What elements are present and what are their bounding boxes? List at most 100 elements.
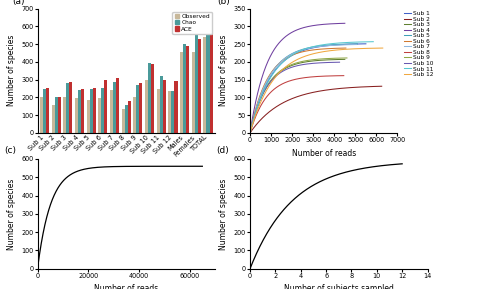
Bar — [122, 109, 124, 133]
Sub 7 — [247, 131, 253, 135]
Bar — [58, 97, 60, 133]
Sub 1 — [320, 45, 326, 48]
Sub 5 — [354, 42, 360, 46]
Line: Sub 2: Sub 2 — [250, 86, 382, 133]
Line: Sub 1: Sub 1 — [250, 44, 366, 133]
Sub 8 — [284, 80, 290, 84]
Bar — [168, 91, 172, 133]
Sub 1 — [285, 56, 291, 60]
Legend: Sub 1, Sub 2, Sub 3, Sub 4, Sub 5, Sub 6, Sub 7, Sub 8, Sub 9, Sub 10, Sub 11, S: Sub 1, Sub 2, Sub 3, Sub 4, Sub 5, Sub 6… — [404, 10, 434, 78]
Sub 6 — [258, 90, 264, 93]
Bar — [160, 76, 163, 133]
Bar — [92, 88, 96, 133]
Bar — [78, 90, 81, 133]
Bar — [151, 64, 154, 133]
Sub 8 — [341, 74, 347, 77]
Sub 11 — [370, 40, 376, 43]
Line: Sub 9: Sub 9 — [250, 58, 347, 133]
Sub 8 — [306, 75, 312, 79]
Sub 2 — [330, 88, 336, 91]
Sub 2 — [263, 113, 269, 116]
Sub 8 — [315, 75, 321, 78]
Line: Sub 3: Sub 3 — [250, 59, 345, 133]
Bar — [110, 90, 113, 133]
Line: Sub 10: Sub 10 — [250, 62, 340, 133]
Bar — [102, 88, 104, 133]
Bar — [195, 34, 198, 133]
Bar — [52, 105, 54, 133]
X-axis label: Number of reads: Number of reads — [292, 149, 356, 158]
Bar — [81, 90, 84, 133]
Bar — [145, 80, 148, 133]
Line: Sub 7: Sub 7 — [250, 45, 356, 133]
Sub 12 — [380, 46, 386, 50]
Sub 7 — [354, 43, 360, 46]
Sub 11 — [247, 131, 253, 135]
Sub 10 — [336, 60, 342, 64]
Line: Sub 6: Sub 6 — [250, 48, 346, 133]
Sub 5 — [260, 88, 266, 91]
Sub 3 — [258, 95, 264, 99]
Sub 4 — [306, 25, 312, 28]
Bar — [163, 80, 166, 133]
Line: Sub 5: Sub 5 — [250, 44, 358, 133]
Bar — [46, 88, 49, 133]
Bar — [186, 46, 189, 133]
Sub 2 — [247, 131, 253, 135]
Sub 2 — [342, 86, 348, 90]
Sub 9 — [317, 57, 323, 61]
Sub 3 — [316, 59, 322, 62]
Sub 9 — [286, 64, 292, 68]
Sub 2 — [342, 86, 348, 90]
Bar — [113, 82, 116, 133]
Bar — [210, 31, 212, 133]
Sub 12 — [330, 49, 336, 52]
Sub 7 — [282, 57, 288, 60]
Sub 6 — [247, 131, 253, 135]
Sub 7 — [260, 88, 266, 91]
Bar — [128, 101, 131, 133]
Bar — [204, 37, 206, 133]
X-axis label: Number of reads: Number of reads — [94, 284, 158, 289]
Sub 4 — [316, 23, 322, 27]
Sub 6 — [316, 47, 322, 51]
Sub 10 — [282, 68, 288, 72]
Sub 8 — [314, 75, 320, 78]
Text: (c): (c) — [4, 147, 16, 155]
Sub 9 — [308, 58, 314, 62]
Bar — [54, 97, 58, 133]
Sub 10 — [304, 62, 310, 66]
Sub 1 — [331, 43, 337, 47]
Bar — [206, 24, 210, 133]
Sub 6 — [308, 49, 314, 52]
Sub 1 — [293, 52, 299, 55]
Sub 4 — [342, 22, 348, 25]
Bar — [198, 39, 201, 133]
Line: Sub 11: Sub 11 — [250, 42, 374, 133]
Y-axis label: Number of species: Number of species — [219, 35, 228, 106]
Bar — [136, 85, 140, 133]
Text: (a): (a) — [12, 0, 25, 6]
Sub 10 — [312, 62, 318, 65]
Line: Sub 4: Sub 4 — [250, 23, 345, 133]
Sub 6 — [278, 60, 284, 63]
Bar — [174, 81, 178, 133]
Sub 3 — [278, 69, 284, 73]
X-axis label: Number of subjects sampled: Number of subjects sampled — [284, 284, 394, 289]
Sub 11 — [296, 50, 302, 53]
Sub 11 — [336, 41, 342, 45]
Sub 3 — [306, 60, 312, 63]
Bar — [140, 83, 142, 133]
Bar — [64, 97, 66, 133]
Sub 12 — [300, 55, 306, 59]
Bar — [90, 88, 92, 133]
Sub 9 — [318, 57, 324, 61]
Sub 1 — [247, 131, 253, 135]
Sub 3 — [247, 131, 253, 135]
Sub 5 — [325, 43, 331, 47]
Sub 9 — [278, 68, 284, 72]
Sub 11 — [336, 41, 342, 45]
Bar — [148, 63, 151, 133]
Bar — [172, 91, 174, 133]
Sub 10 — [258, 97, 264, 100]
